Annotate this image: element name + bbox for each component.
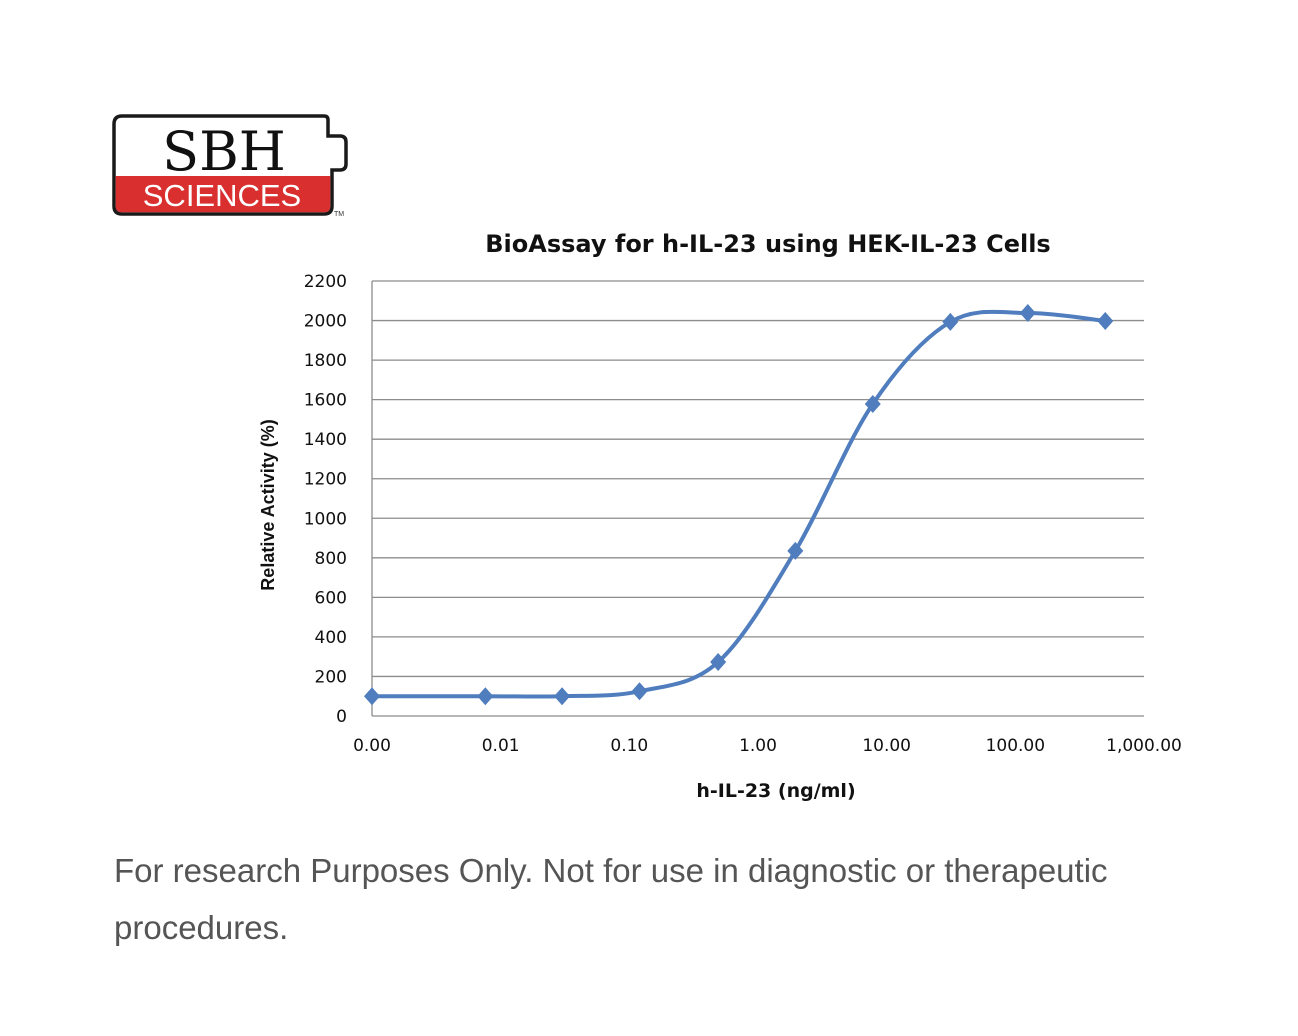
x-tick-label: 10.00 [862, 736, 911, 756]
y-tick-label: 2200 [304, 272, 347, 292]
data-point-diamond [364, 687, 380, 706]
data-point-diamond [477, 687, 494, 706]
data-point-diamond [1019, 304, 1036, 323]
data-point-diamond [710, 653, 727, 672]
y-tick-label: 0 [336, 707, 347, 727]
y-tick-label: 600 [315, 588, 347, 608]
data-point-diamond [787, 541, 804, 560]
bioassay-chart: BioAssay for h-IL-23 using HEK-IL-23 Cel… [258, 230, 1182, 802]
x-axis-label: h-IL-23 (ng/ml) [696, 780, 855, 802]
data-point-diamond [864, 394, 881, 413]
x-tick-label: 100.00 [986, 736, 1045, 756]
svg-text:SBH: SBH [162, 120, 286, 183]
disclaimer-text: For research Purposes Only. Not for use … [114, 852, 1108, 946]
data-point-diamond [1097, 311, 1114, 330]
y-tick-label: 1000 [304, 509, 347, 529]
y-tick-label: 1200 [304, 470, 347, 490]
y-tick-label: 200 [315, 667, 347, 687]
chart-title: BioAssay for h-IL-23 using HEK-IL-23 Cel… [485, 230, 1050, 258]
svg-text:SCIENCES: SCIENCES [143, 178, 301, 213]
x-tick-label: 0.10 [610, 736, 648, 756]
x-tick-label: 1,000.00 [1106, 736, 1182, 756]
data-point-diamond [554, 687, 571, 706]
y-tick-label: 1800 [304, 351, 347, 371]
data-point-diamond [631, 682, 648, 701]
sbh-sciences-logo: SBH SCIENCES TM [112, 114, 348, 218]
series-line [371, 309, 1106, 699]
data-point-diamond [942, 312, 959, 331]
y-tick-label: 2000 [304, 312, 347, 332]
x-tick-label: 1.00 [739, 736, 777, 756]
y-tick-label: 1400 [304, 430, 347, 450]
y-tick-label: 1600 [304, 391, 347, 411]
y-tick-label: 800 [315, 549, 347, 569]
x-tick-label: 0.00 [353, 736, 391, 756]
y-axis-label: Relative Activity (%) [258, 419, 278, 590]
x-tick-label: 0.01 [482, 736, 520, 756]
y-tick-label: 400 [315, 628, 347, 648]
svg-text:TM: TM [334, 211, 344, 218]
